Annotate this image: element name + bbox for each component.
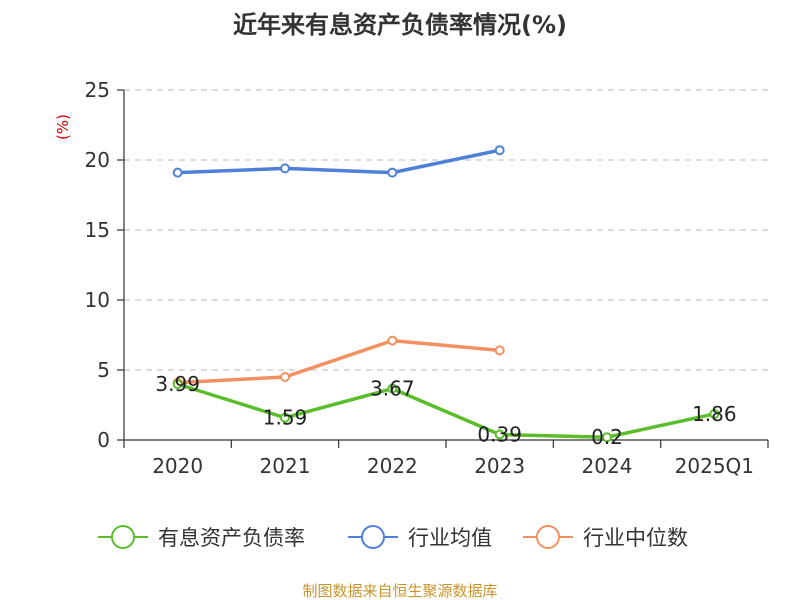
chart-title: 近年来有息资产负债率情况(%) [233, 11, 567, 39]
series-line-2 [177, 338, 500, 385]
series-point-1 [387, 167, 398, 178]
series-point-0 [494, 429, 505, 440]
legend-item-1[interactable]: 行业均值 [348, 525, 492, 550]
y-tick-label: 20 [85, 148, 110, 172]
series-point-0 [172, 379, 183, 390]
y-tick-label: 5 [97, 358, 110, 382]
x-tick-label: 2021 [260, 454, 311, 478]
legend-label: 有息资产负债率 [158, 526, 305, 550]
data-label: 0.39 [477, 423, 522, 447]
y-tick-label: 15 [85, 218, 110, 242]
series-point-2 [494, 345, 505, 356]
series-point-2 [280, 372, 290, 382]
series-point-1 [172, 167, 183, 178]
data-label: 1.59 [263, 406, 308, 430]
series-point-0 [709, 408, 720, 419]
legend: 有息资产负债率 行业均值 行业中位数 [98, 525, 688, 550]
legend-item-2[interactable]: 行业中位数 [523, 525, 688, 550]
source-note: 制图数据来自恒生聚源数据库 [302, 582, 497, 600]
x-tick-label: 2022 [367, 454, 418, 478]
data-label: 3.67 [370, 377, 415, 401]
legend-marker [111, 525, 135, 549]
y-tick-label: 0 [97, 428, 110, 452]
x-tick-label: 2024 [582, 454, 633, 478]
series-point-2 [387, 335, 398, 346]
series-point-0 [602, 432, 612, 443]
series-point-1 [494, 145, 505, 156]
legend-label: 行业中位数 [583, 526, 688, 550]
y-tick-label: 25 [85, 78, 110, 102]
series-point-0 [387, 383, 398, 394]
data-label: 1.86 [692, 402, 737, 426]
legend-item-0[interactable]: 有息资产负债率 [98, 525, 305, 550]
series-point-0 [280, 412, 290, 423]
x-tick-label: 2020 [152, 454, 203, 478]
data-label: 0.2 [591, 425, 623, 449]
legend-label: 行业均值 [408, 526, 492, 550]
legend-marker [536, 525, 560, 549]
series-point-1 [280, 163, 290, 174]
legend-marker [361, 525, 385, 549]
series-line-1 [177, 148, 501, 175]
axes: 0 5 10 15 20 25 2020 2021 2022 2023 2024 2025Q1 [85, 78, 769, 478]
grid-lines [124, 89, 768, 371]
data-label: 3.99 [155, 372, 200, 396]
x-tick-label: 2025Q1 [675, 454, 754, 478]
y-axis-unit-label: (%) [54, 114, 72, 140]
x-tick-label: 2023 [474, 454, 525, 478]
y-tick-label: 10 [85, 288, 110, 312]
series-lines [172, 145, 720, 443]
series-line-0 [177, 382, 715, 439]
data-labels: 3.99 1.59 3.67 0.39 0.2 1.86 [155, 372, 736, 449]
